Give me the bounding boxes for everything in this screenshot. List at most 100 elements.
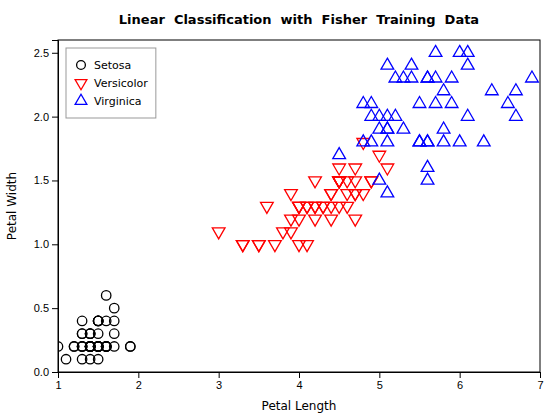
point [61, 355, 70, 364]
tick: 4 [296, 372, 302, 391]
point [333, 177, 346, 188]
tick-mark [540, 372, 541, 378]
point [85, 329, 94, 338]
point [510, 84, 523, 95]
point [269, 241, 282, 252]
tick: 1 [55, 372, 61, 391]
legend-box [66, 48, 156, 118]
axis-line [52, 41, 59, 373]
point [277, 228, 290, 239]
point [77, 355, 86, 364]
tick-label: 0.5 [34, 302, 49, 314]
point [477, 135, 490, 146]
point [429, 45, 442, 56]
tick-label: 2.0 [34, 111, 49, 123]
point [445, 97, 458, 108]
point [381, 164, 394, 175]
plot-frame [58, 40, 540, 372]
series [58, 291, 135, 364]
tick-mark [219, 372, 220, 378]
point [101, 291, 110, 300]
point [309, 177, 322, 188]
point [325, 215, 338, 226]
tick-label: 0.0 [34, 366, 49, 378]
point [349, 164, 362, 175]
tick-mark [52, 180, 58, 181]
point [349, 215, 362, 226]
tick-mark [52, 372, 58, 373]
point [461, 45, 474, 56]
point [333, 148, 346, 159]
tick: 7 [537, 372, 543, 391]
point [405, 71, 418, 82]
point [333, 177, 346, 188]
tick: 2 [136, 372, 142, 391]
legend-label: Virginica [94, 95, 142, 108]
tick-mark [52, 53, 58, 54]
point [212, 228, 225, 239]
point [85, 342, 94, 351]
point [381, 58, 394, 69]
tick-mark [138, 372, 139, 378]
point [301, 241, 314, 252]
point [317, 202, 330, 213]
point [461, 109, 474, 120]
point [341, 190, 354, 201]
point [389, 109, 402, 120]
tick: 2.5 [34, 47, 58, 59]
tick: 0.5 [34, 302, 58, 314]
tick-label: 2.5 [34, 47, 49, 59]
point [333, 177, 346, 188]
point [309, 215, 322, 226]
point [526, 71, 539, 82]
point [461, 58, 474, 69]
series [333, 45, 539, 196]
tick: 3 [216, 372, 222, 391]
series [212, 138, 393, 251]
point [333, 164, 346, 175]
point [381, 135, 394, 146]
point [333, 177, 346, 188]
chart: 12345670.00.51.01.52.02.5SetosaVersicolo… [0, 0, 560, 420]
tick-label: 1.5 [34, 174, 49, 186]
tick: 2.0 [34, 111, 58, 123]
point [77, 316, 86, 325]
point [429, 97, 442, 108]
points [58, 45, 538, 364]
point [365, 109, 378, 120]
tick: 6 [457, 372, 463, 391]
legend-symbol [75, 94, 87, 104]
title: Linear Classification with Fisher Traini… [119, 12, 479, 27]
point [485, 84, 498, 95]
tick-label: 5 [377, 379, 383, 391]
point [437, 122, 450, 133]
tick-mark [460, 372, 461, 378]
x-axis: 1 2 3 4 5 6 7 [55, 372, 543, 391]
point [325, 190, 338, 201]
point [373, 173, 386, 184]
point [93, 316, 102, 325]
point [373, 151, 386, 162]
legend-label: Setosa [94, 59, 131, 72]
point [381, 186, 394, 197]
point [325, 190, 338, 201]
legend-symbol [77, 61, 86, 70]
point [301, 202, 314, 213]
point [349, 177, 362, 188]
point [357, 190, 370, 201]
point [453, 135, 466, 146]
point [357, 135, 370, 146]
point [110, 303, 119, 312]
point [397, 122, 410, 133]
point [413, 97, 426, 108]
tick: 0.0 [34, 366, 58, 378]
tick-mark [299, 372, 300, 378]
point [413, 135, 426, 146]
point [252, 241, 265, 252]
tick-label: 7 [537, 379, 543, 391]
tick-label: 1 [55, 379, 61, 391]
point [389, 71, 402, 82]
tick-label: 4 [296, 379, 302, 391]
point [126, 342, 135, 351]
legend: SetosaVersicolorVirginica [66, 48, 156, 118]
